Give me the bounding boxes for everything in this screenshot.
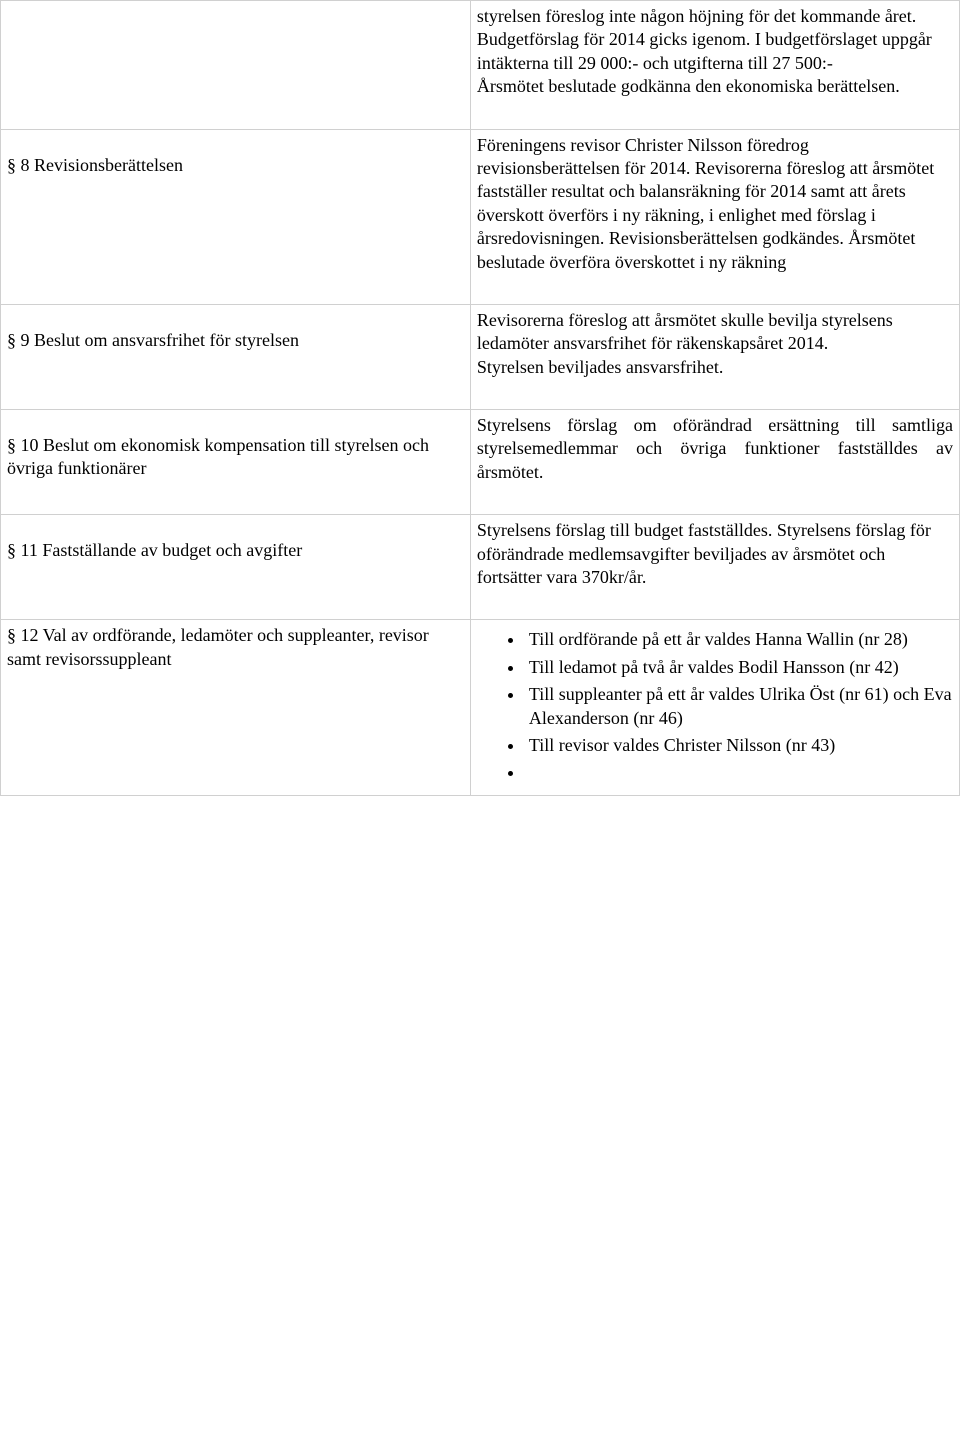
list-item xyxy=(525,761,953,784)
section-heading: § 9 Beslut om ansvarsfrihet för styrelse… xyxy=(7,309,464,352)
cell-text: Styrelsens förslag om oförändrad ersättn… xyxy=(477,415,953,482)
table-row: § 8 Revisionsberättelsen Föreningens rev… xyxy=(1,129,960,304)
list-item: Till ledamot på två år valdes Bodil Hans… xyxy=(525,656,953,679)
list-item: Till ordförande på ett år valdes Hanna W… xyxy=(525,628,953,651)
table-row: § 12 Val av ordförande, ledamöter och su… xyxy=(1,620,960,795)
cell-right-2: Revisorerna föreslog att årsmötet skulle… xyxy=(470,304,959,409)
election-list: Till ordförande på ett år valdes Hanna W… xyxy=(477,628,953,784)
cell-right-1: Föreningens revisor Christer Nilsson för… xyxy=(470,129,959,304)
document-page: styrelsen föreslog inte någon höjning fö… xyxy=(0,0,960,796)
table-row: § 11 Fastställande av budget och avgifte… xyxy=(1,515,960,620)
table-row: § 10 Beslut om ekonomisk kompensation ti… xyxy=(1,410,960,515)
list-item: Till revisor valdes Christer Nilsson (nr… xyxy=(525,734,953,757)
cell-left-4: § 11 Fastställande av budget och avgifte… xyxy=(1,515,471,620)
cell-right-3: Styrelsens förslag om oförändrad ersättn… xyxy=(470,410,959,515)
section-heading: § 8 Revisionsberättelsen xyxy=(7,134,464,177)
protocol-table: styrelsen föreslog inte någon höjning fö… xyxy=(0,0,960,796)
cell-right-4: Styrelsens förslag till budget fastställ… xyxy=(470,515,959,620)
section-heading: § 12 Val av ordförande, ledamöter och su… xyxy=(7,625,429,668)
cell-text: styrelsen föreslog inte någon höjning fö… xyxy=(477,6,932,96)
cell-left-2: § 9 Beslut om ansvarsfrihet för styrelse… xyxy=(1,304,471,409)
cell-text: Styrelsens förslag till budget fastställ… xyxy=(477,520,931,587)
cell-left-0 xyxy=(1,1,471,130)
table-row: § 9 Beslut om ansvarsfrihet för styrelse… xyxy=(1,304,960,409)
section-heading: § 11 Fastställande av budget och avgifte… xyxy=(7,519,464,562)
cell-text: Föreningens revisor Christer Nilsson för… xyxy=(477,135,934,272)
section-heading: § 10 Beslut om ekonomisk kompensation ti… xyxy=(7,414,464,481)
cell-text: Revisorerna föreslog att årsmötet skulle… xyxy=(477,310,893,377)
cell-left-3: § 10 Beslut om ekonomisk kompensation ti… xyxy=(1,410,471,515)
table-row: styrelsen föreslog inte någon höjning fö… xyxy=(1,1,960,130)
cell-right-5: Till ordförande på ett år valdes Hanna W… xyxy=(470,620,959,795)
cell-right-0: styrelsen föreslog inte någon höjning fö… xyxy=(470,1,959,130)
list-item: Till suppleanter på ett år valdes Ulrika… xyxy=(525,683,953,730)
cell-left-1: § 8 Revisionsberättelsen xyxy=(1,129,471,304)
cell-left-5: § 12 Val av ordförande, ledamöter och su… xyxy=(1,620,471,795)
table-body: styrelsen föreslog inte någon höjning fö… xyxy=(1,1,960,796)
